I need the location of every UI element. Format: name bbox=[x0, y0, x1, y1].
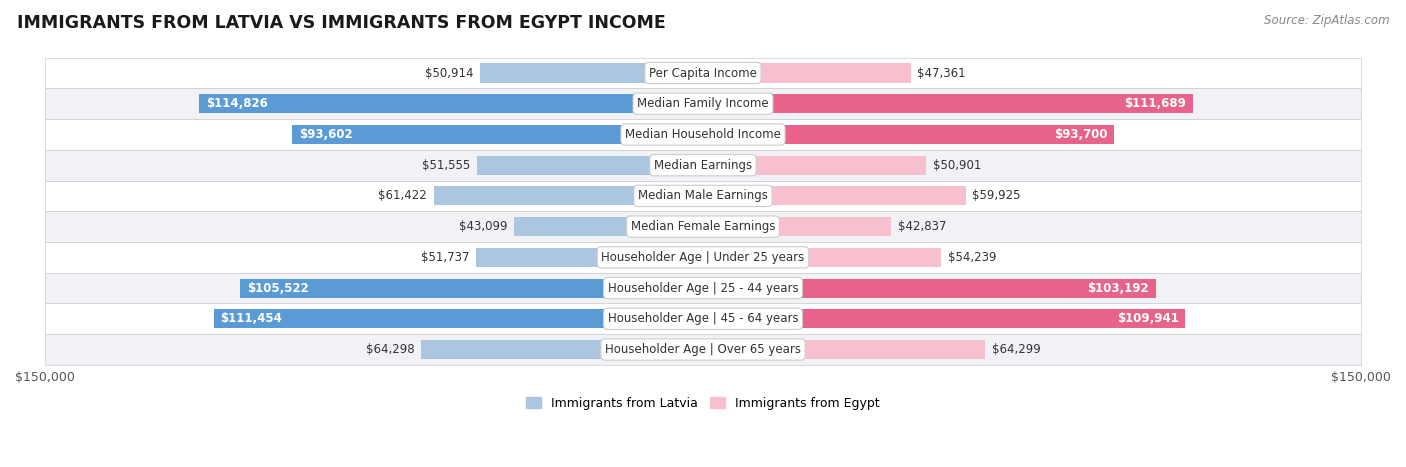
Text: $61,422: $61,422 bbox=[378, 190, 427, 202]
Text: $47,361: $47,361 bbox=[917, 66, 966, 79]
Bar bbox=[703, 94, 1192, 113]
Text: $93,700: $93,700 bbox=[1054, 128, 1108, 141]
Bar bbox=[703, 125, 1114, 144]
Text: $111,454: $111,454 bbox=[221, 312, 283, 325]
Bar bbox=[703, 217, 891, 236]
Text: $64,299: $64,299 bbox=[991, 343, 1040, 356]
Bar bbox=[45, 57, 1361, 88]
Bar bbox=[45, 211, 1361, 242]
Bar bbox=[45, 150, 1361, 181]
Bar bbox=[45, 242, 1361, 273]
Bar bbox=[420, 340, 703, 359]
Text: $93,602: $93,602 bbox=[299, 128, 353, 141]
Text: $51,555: $51,555 bbox=[422, 159, 470, 172]
Bar bbox=[703, 64, 911, 83]
Bar bbox=[433, 186, 703, 205]
Text: Householder Age | Over 65 years: Householder Age | Over 65 years bbox=[605, 343, 801, 356]
Text: Householder Age | 45 - 64 years: Householder Age | 45 - 64 years bbox=[607, 312, 799, 325]
Bar bbox=[703, 248, 941, 267]
Text: $103,192: $103,192 bbox=[1087, 282, 1149, 295]
Bar bbox=[45, 273, 1361, 304]
Text: $43,099: $43,099 bbox=[458, 220, 508, 233]
Text: $111,689: $111,689 bbox=[1125, 97, 1187, 110]
Bar bbox=[703, 156, 927, 175]
Text: $42,837: $42,837 bbox=[897, 220, 946, 233]
Text: Median Household Income: Median Household Income bbox=[626, 128, 780, 141]
Text: $50,901: $50,901 bbox=[934, 159, 981, 172]
Text: $109,941: $109,941 bbox=[1116, 312, 1178, 325]
Bar bbox=[703, 340, 986, 359]
Text: Median Earnings: Median Earnings bbox=[654, 159, 752, 172]
Text: Per Capita Income: Per Capita Income bbox=[650, 66, 756, 79]
Bar bbox=[45, 181, 1361, 211]
Text: $51,737: $51,737 bbox=[420, 251, 470, 264]
Bar bbox=[703, 186, 966, 205]
Bar bbox=[45, 119, 1361, 150]
Bar bbox=[214, 309, 703, 328]
Bar bbox=[45, 304, 1361, 334]
Text: $59,925: $59,925 bbox=[973, 190, 1021, 202]
Text: IMMIGRANTS FROM LATVIA VS IMMIGRANTS FROM EGYPT INCOME: IMMIGRANTS FROM LATVIA VS IMMIGRANTS FRO… bbox=[17, 14, 665, 32]
Text: $64,298: $64,298 bbox=[366, 343, 415, 356]
Text: Median Male Earnings: Median Male Earnings bbox=[638, 190, 768, 202]
Text: $50,914: $50,914 bbox=[425, 66, 472, 79]
Text: $54,239: $54,239 bbox=[948, 251, 995, 264]
Bar bbox=[477, 248, 703, 267]
Bar bbox=[703, 309, 1185, 328]
Bar bbox=[240, 278, 703, 297]
Bar bbox=[479, 64, 703, 83]
Legend: Immigrants from Latvia, Immigrants from Egypt: Immigrants from Latvia, Immigrants from … bbox=[522, 392, 884, 415]
Text: Source: ZipAtlas.com: Source: ZipAtlas.com bbox=[1264, 14, 1389, 27]
Text: Median Family Income: Median Family Income bbox=[637, 97, 769, 110]
Text: Householder Age | 25 - 44 years: Householder Age | 25 - 44 years bbox=[607, 282, 799, 295]
Text: $114,826: $114,826 bbox=[205, 97, 267, 110]
Bar bbox=[200, 94, 703, 113]
Bar bbox=[45, 88, 1361, 119]
Text: Householder Age | Under 25 years: Householder Age | Under 25 years bbox=[602, 251, 804, 264]
Text: Median Female Earnings: Median Female Earnings bbox=[631, 220, 775, 233]
Bar bbox=[703, 278, 1156, 297]
Bar bbox=[477, 156, 703, 175]
Bar bbox=[292, 125, 703, 144]
Text: $105,522: $105,522 bbox=[246, 282, 308, 295]
Bar bbox=[45, 334, 1361, 365]
Bar bbox=[515, 217, 703, 236]
